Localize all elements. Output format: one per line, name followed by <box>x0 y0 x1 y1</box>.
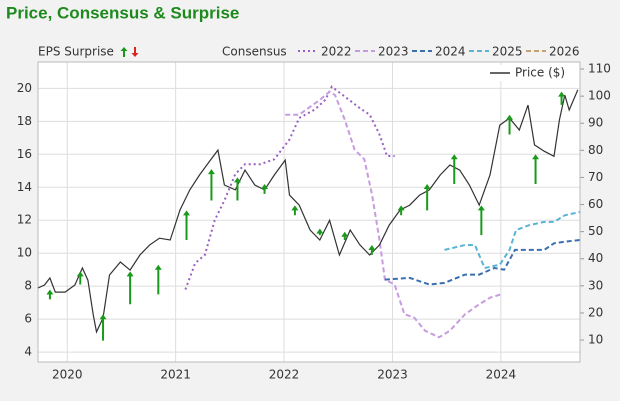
surprise-arrow <box>316 228 324 236</box>
x-tick-label: 2022 <box>269 368 300 382</box>
x-tick-label: 2021 <box>160 368 191 382</box>
legend-consensus-label: Consensus <box>222 45 287 59</box>
x-tick-label: 2024 <box>486 368 517 382</box>
legend-label: 2025 <box>492 45 523 59</box>
legend-label: 2026 <box>549 45 580 59</box>
y2-tick-label: 70 <box>588 170 603 184</box>
surprise-arrow <box>506 114 514 135</box>
y-tick-label: 4 <box>24 345 32 359</box>
y2-tick-label: 60 <box>588 197 603 211</box>
surprise-arrow <box>183 210 191 241</box>
y2-tick-label: 40 <box>588 251 603 265</box>
legend-box <box>484 65 574 81</box>
y-tick-label: 20 <box>17 81 32 95</box>
surprise-arrow <box>397 205 405 216</box>
surprise-arrow <box>46 289 54 300</box>
legend-label: 2024 <box>435 45 466 59</box>
series-line <box>37 89 579 334</box>
y-tick-label: 12 <box>17 213 32 227</box>
series-line <box>444 211 581 270</box>
y-tick-label: 14 <box>17 180 32 194</box>
surprise-arrow <box>291 205 299 216</box>
series-line <box>184 85 395 290</box>
y2-tick-label: 50 <box>588 224 603 238</box>
surprise-arrow <box>76 271 84 285</box>
y-tick-label: 18 <box>17 114 32 128</box>
y-tick-label: 16 <box>17 147 32 161</box>
surprise-arrow <box>450 154 458 184</box>
x-tick-label: 2020 <box>52 368 83 382</box>
legend-arrow <box>131 47 139 57</box>
y2-tick-label: 100 <box>588 89 611 103</box>
legend-label: Price ($) <box>515 66 565 80</box>
series-line <box>384 239 581 286</box>
surprise-arrow <box>341 231 349 241</box>
chart-title: Price, Consensus & Surprise <box>6 3 239 22</box>
surprise-arrow <box>261 183 269 194</box>
legend-arrow <box>120 47 128 57</box>
surprise-arrow <box>126 271 134 305</box>
surprise-arrow <box>154 264 162 295</box>
surprise-arrow <box>532 154 540 184</box>
y2-tick-label: 20 <box>588 305 603 319</box>
surprise-arrow <box>99 314 107 341</box>
legend-label: 2022 <box>321 45 352 59</box>
legend-surprise-label: EPS Surprise <box>38 45 114 59</box>
y2-tick-label: 110 <box>588 62 611 76</box>
y-tick-label: 10 <box>17 246 32 260</box>
legend-label: 2023 <box>378 45 409 59</box>
y2-tick-label: 90 <box>588 116 603 130</box>
y-tick-label: 8 <box>24 279 32 293</box>
y2-tick-label: 10 <box>588 333 603 347</box>
surprise-arrow <box>207 169 215 201</box>
surprise-arrow <box>368 244 376 255</box>
y2-tick-label: 30 <box>588 278 603 292</box>
surprise-arrow <box>233 177 241 201</box>
x-tick-label: 2023 <box>377 368 408 382</box>
surprise-arrow <box>477 205 485 236</box>
y-tick-label: 6 <box>24 312 32 326</box>
y2-tick-label: 80 <box>588 143 603 157</box>
surprise-arrow <box>423 183 431 211</box>
surprise-arrow <box>558 91 566 105</box>
